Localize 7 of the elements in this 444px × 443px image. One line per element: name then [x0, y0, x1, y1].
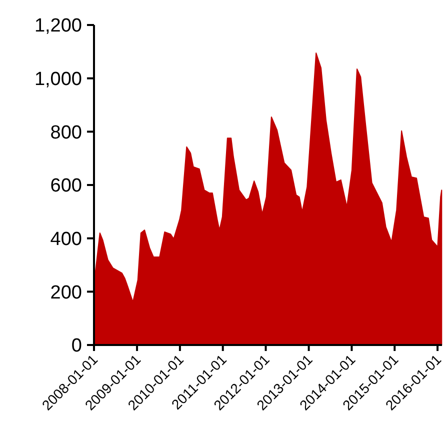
- y-tick-label: 800: [50, 122, 82, 144]
- y-tick-label: 400: [50, 228, 82, 250]
- y-tick-label: 1,200: [34, 16, 82, 37]
- y-tick-label: 0: [71, 336, 82, 357]
- y-tick-label: 1,000: [34, 68, 82, 90]
- y-tick-label: 200: [50, 282, 82, 304]
- y-tick-label: 600: [50, 176, 82, 197]
